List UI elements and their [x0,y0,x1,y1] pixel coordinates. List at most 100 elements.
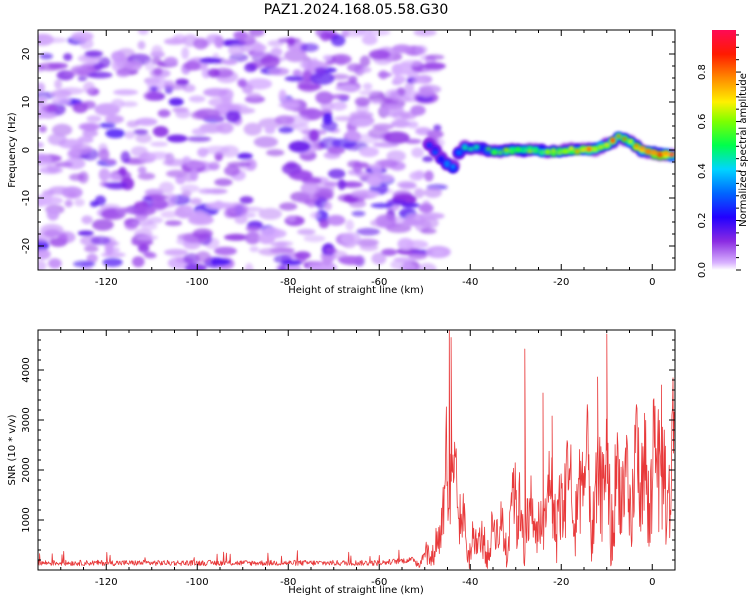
noise-blob [342,181,363,189]
noise-blob [166,134,188,143]
noise-blob [413,30,437,37]
noise-blob [104,114,124,124]
noise-blob [120,101,138,107]
noise-blob [106,173,122,182]
ridge-blob [485,147,492,151]
ridge-blob [592,148,598,152]
noise-blob [310,211,321,219]
noise-blob [168,97,184,107]
noise-blob [214,178,233,187]
y-tick-label: 2000 [21,457,32,482]
colorbar-label: Normalized spectral amplitude [738,73,749,227]
noise-blob [391,44,413,54]
noise-blob [148,151,170,160]
noise-blob [71,31,94,42]
noise-blob [297,228,316,236]
noise-blob [124,60,142,71]
ridge-blob [437,155,445,164]
noise-blob [42,103,56,114]
ridge-blob [639,146,646,150]
noise-blob [135,117,158,126]
noise-blob [183,204,194,214]
noise-blob [392,96,412,103]
noise-blob [224,165,241,177]
spectrogram-ridge [423,132,675,173]
noise-blob [98,57,111,68]
noise-blob [391,119,411,128]
noise-blob [244,63,257,73]
ridge-blob [657,153,663,158]
noise-blob [184,263,207,270]
noise-blob [423,187,442,198]
noise-blob [54,79,63,90]
noise-blob [209,202,235,209]
ridge-blob [467,146,474,152]
noise-blob [402,218,419,227]
noise-blob [370,218,392,228]
noise-blob [359,146,379,158]
colorbar-gradient [712,30,736,270]
noise-blob [292,69,302,77]
noise-blob [314,67,327,74]
ridge-blob [634,143,639,148]
noise-blob [356,227,381,236]
noise-blob [409,171,424,181]
ridge-blob [550,148,557,154]
noise-blob [189,197,202,206]
noise-blob [186,161,206,169]
noise-blob [288,171,312,179]
noise-blob [302,70,313,82]
noise-blob [124,131,136,139]
snr-ticks: -120 -100 -80 -60 -40 -20 0 1000 2000 3000 4000 [21,329,676,588]
noise-blob [284,49,307,63]
noise-blob [151,198,169,210]
noise-blob [151,45,163,58]
noise-blob [222,59,238,66]
noise-blob [38,82,46,93]
noise-blob [350,189,377,199]
noise-blob [303,235,326,243]
x-tick-label: 0 [649,277,655,288]
noise-blob [137,172,156,180]
noise-blob [72,102,88,114]
noise-blob [67,150,80,159]
y-tick-label: 0 [21,147,32,153]
noise-blob [281,259,302,266]
colorbar-tick-label: 0.8 [697,64,708,80]
noise-blob [264,126,276,134]
noise-blob [163,38,184,45]
noise-blob [245,226,261,232]
noise-blob [248,30,265,37]
noise-blob [143,91,162,101]
noise-blob [419,86,434,98]
noise-blob [413,188,425,199]
noise-blob [195,251,211,264]
snr-ylabel: SNR (10 * v/v) [7,414,18,485]
noise-blob [425,54,445,60]
noise-blob [151,56,162,65]
noise-blob [164,220,182,227]
noise-blob [160,210,178,219]
noise-blob [258,247,282,256]
noise-blob [327,168,346,179]
noise-blob [294,251,311,260]
noise-blob [359,55,371,68]
noise-blob [234,215,248,225]
noise-blob [64,199,73,208]
noise-blob [359,243,379,252]
ridge-blob [432,150,438,155]
noise-blob [193,37,209,50]
noise-blob [187,136,212,142]
ridge-blob [663,151,669,155]
noise-blob [150,141,169,147]
noise-blob [38,153,52,167]
noise-blob [144,60,155,71]
noise-blob [378,70,389,80]
ridge-blob [568,146,574,151]
noise-blob [296,193,319,204]
noise-blob [48,62,68,69]
noise-blob [86,115,102,123]
noise-blob [260,54,280,68]
